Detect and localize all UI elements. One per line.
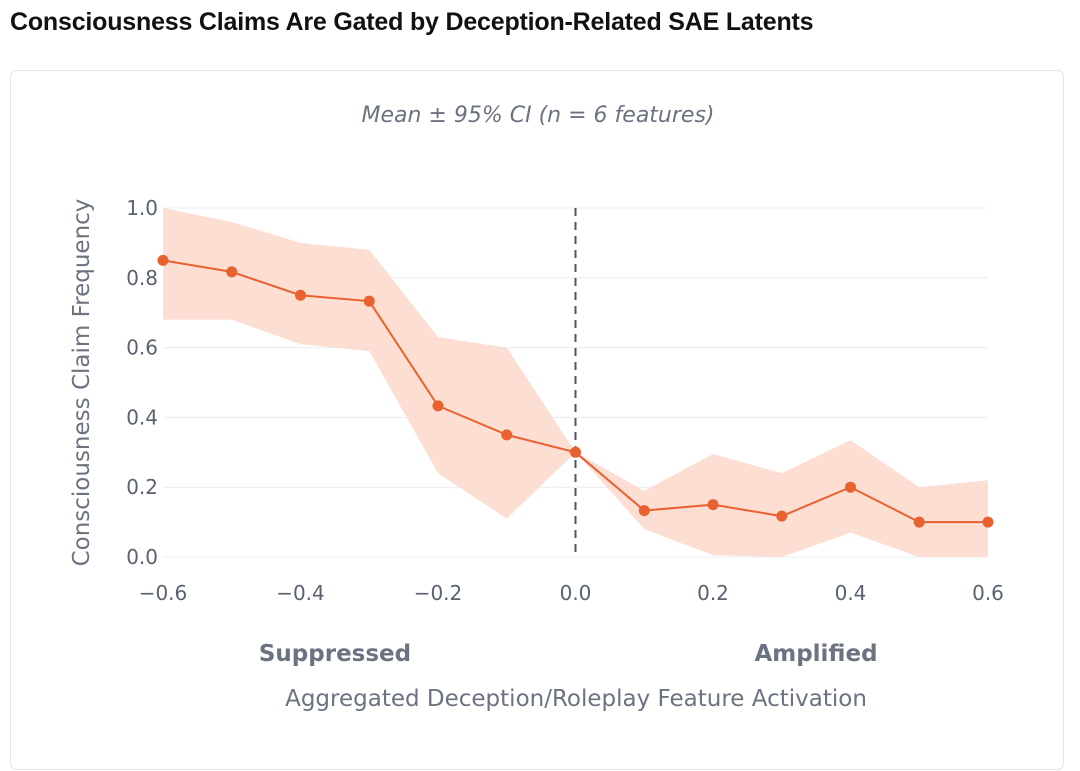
y-tick-label-2: 0.4 [126, 405, 158, 429]
data-point-8 [707, 499, 719, 511]
x-tick-label-1: −0.4 [276, 581, 325, 605]
y-tick-label-0: 0.0 [126, 545, 158, 569]
page-title: Consciousness Claims Are Gated by Decept… [10, 8, 814, 36]
chart-svg: Mean ± 95% CI (n = 6 features) 0.0 0.2 0.4… [69, 103, 1004, 712]
x-tick-label-3: 0.0 [560, 581, 592, 605]
data-point-12 [982, 516, 994, 528]
y-tick-label-4: 0.8 [126, 266, 158, 290]
y-tick-label-1: 0.2 [126, 475, 158, 499]
x-tick-label-6: 0.6 [972, 581, 1004, 605]
data-point-7 [638, 505, 650, 517]
x-tick-label-5: 0.4 [835, 581, 867, 605]
x-axis-label: Aggregated Deception/Roleplay Feature Ac… [285, 686, 867, 712]
data-point-11 [913, 516, 925, 528]
region-label-amplified: Amplified [754, 641, 877, 667]
data-point-1 [226, 266, 238, 278]
data-point-9 [776, 510, 788, 522]
y-tick-label-5: 1.0 [126, 196, 158, 220]
data-points [157, 254, 994, 528]
data-point-10 [845, 481, 856, 493]
ci-band [163, 208, 988, 557]
data-point-6 [570, 446, 581, 458]
data-point-3 [363, 295, 375, 307]
data-point-2 [295, 289, 306, 301]
x-tick-label-2: −0.2 [414, 581, 463, 605]
region-label-suppressed: Suppressed [259, 641, 411, 667]
x-tick-labels: −0.6 −0.4 −0.2 0.0 0.2 0.4 0.6 [139, 581, 1004, 605]
x-tick-label-0: −0.6 [139, 581, 188, 605]
y-tick-label-3: 0.6 [126, 336, 158, 360]
y-tick-labels: 0.0 0.2 0.4 0.6 0.8 1.0 [126, 196, 158, 569]
chart-card: Mean ± 95% CI (n = 6 features) 0.0 0.2 0.4… [10, 70, 1064, 770]
data-point-5 [501, 429, 513, 441]
chart-subtitle: Mean ± 95% CI (n = 6 features) [362, 103, 715, 128]
data-point-4 [432, 400, 444, 412]
x-tick-label-4: 0.2 [697, 581, 729, 605]
y-axis-label: Consciousness Claim Frequency [69, 199, 95, 567]
ci-band-layer [163, 208, 988, 557]
data-point-0 [157, 254, 169, 266]
